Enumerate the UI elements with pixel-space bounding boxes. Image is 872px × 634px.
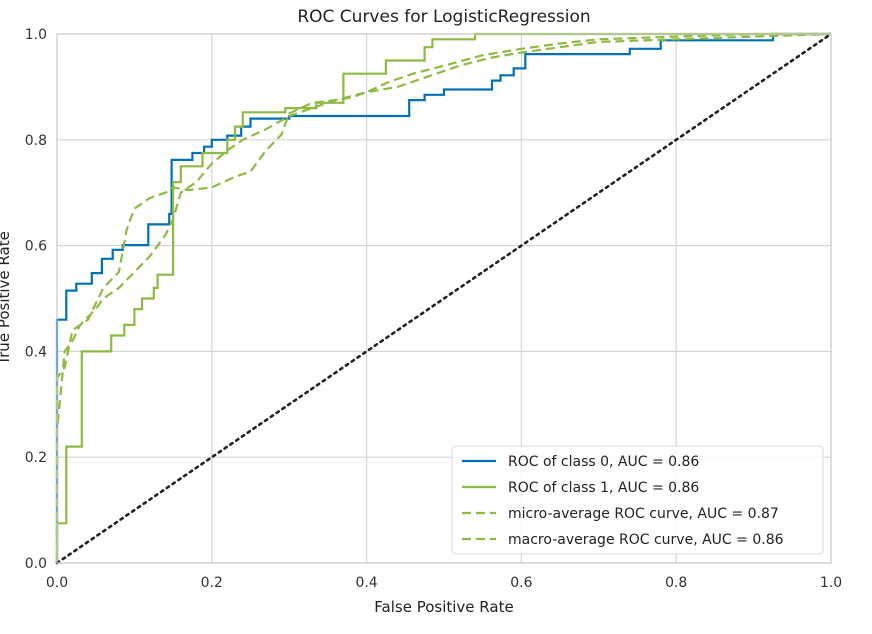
x-tick-labels: 0.0 0.2 0.4 0.6 0.8 1.0 — [46, 575, 842, 591]
legend-label-3: macro-average ROC curve, AUC = 0.86 — [508, 532, 784, 548]
roc-curve-0 — [55, 32, 831, 563]
roc-curve-1 — [55, 32, 831, 563]
x-tick-label: 1.0 — [820, 575, 842, 591]
y-axis-label: True Positive Rate — [0, 231, 13, 366]
legend-label-2: micro-average ROC curve, AUC = 0.87 — [508, 506, 779, 522]
y-tick-label: 0.2 — [25, 450, 47, 466]
legend: ROC of class 0, AUC = 0.86 ROC of class 1… — [451, 445, 824, 555]
plot-frame — [56, 33, 832, 564]
x-tick-label: 0.4 — [355, 575, 377, 591]
y-tick-label: 0.0 — [25, 556, 47, 572]
chance-diagonal-line — [55, 32, 833, 565]
x-axis-label: False Positive Rate — [374, 598, 513, 616]
y-tick-label: 0.6 — [25, 239, 47, 255]
chart-title: ROC Curves for LogisticRegression — [297, 7, 590, 27]
x-tick-label: 0.0 — [46, 575, 68, 591]
legend-label-1: ROC of class 1, AUC = 0.86 — [508, 480, 699, 496]
y-tick-labels: 0.0 0.2 0.4 0.6 0.8 1.0 — [25, 27, 47, 572]
x-tick-label: 0.6 — [510, 575, 532, 591]
y-tick-label: 0.8 — [25, 133, 47, 149]
grid-lines — [56, 33, 832, 564]
y-tick-label: 0.4 — [25, 344, 47, 360]
legend-label-0: ROC of class 0, AUC = 0.86 — [508, 454, 699, 470]
x-tick-label: 0.2 — [201, 575, 223, 591]
roc-curve-2 — [55, 32, 831, 563]
curves — [55, 32, 833, 565]
y-tick-label: 1.0 — [25, 27, 47, 43]
x-tick-label: 0.8 — [665, 575, 687, 591]
legend-box — [451, 445, 824, 555]
